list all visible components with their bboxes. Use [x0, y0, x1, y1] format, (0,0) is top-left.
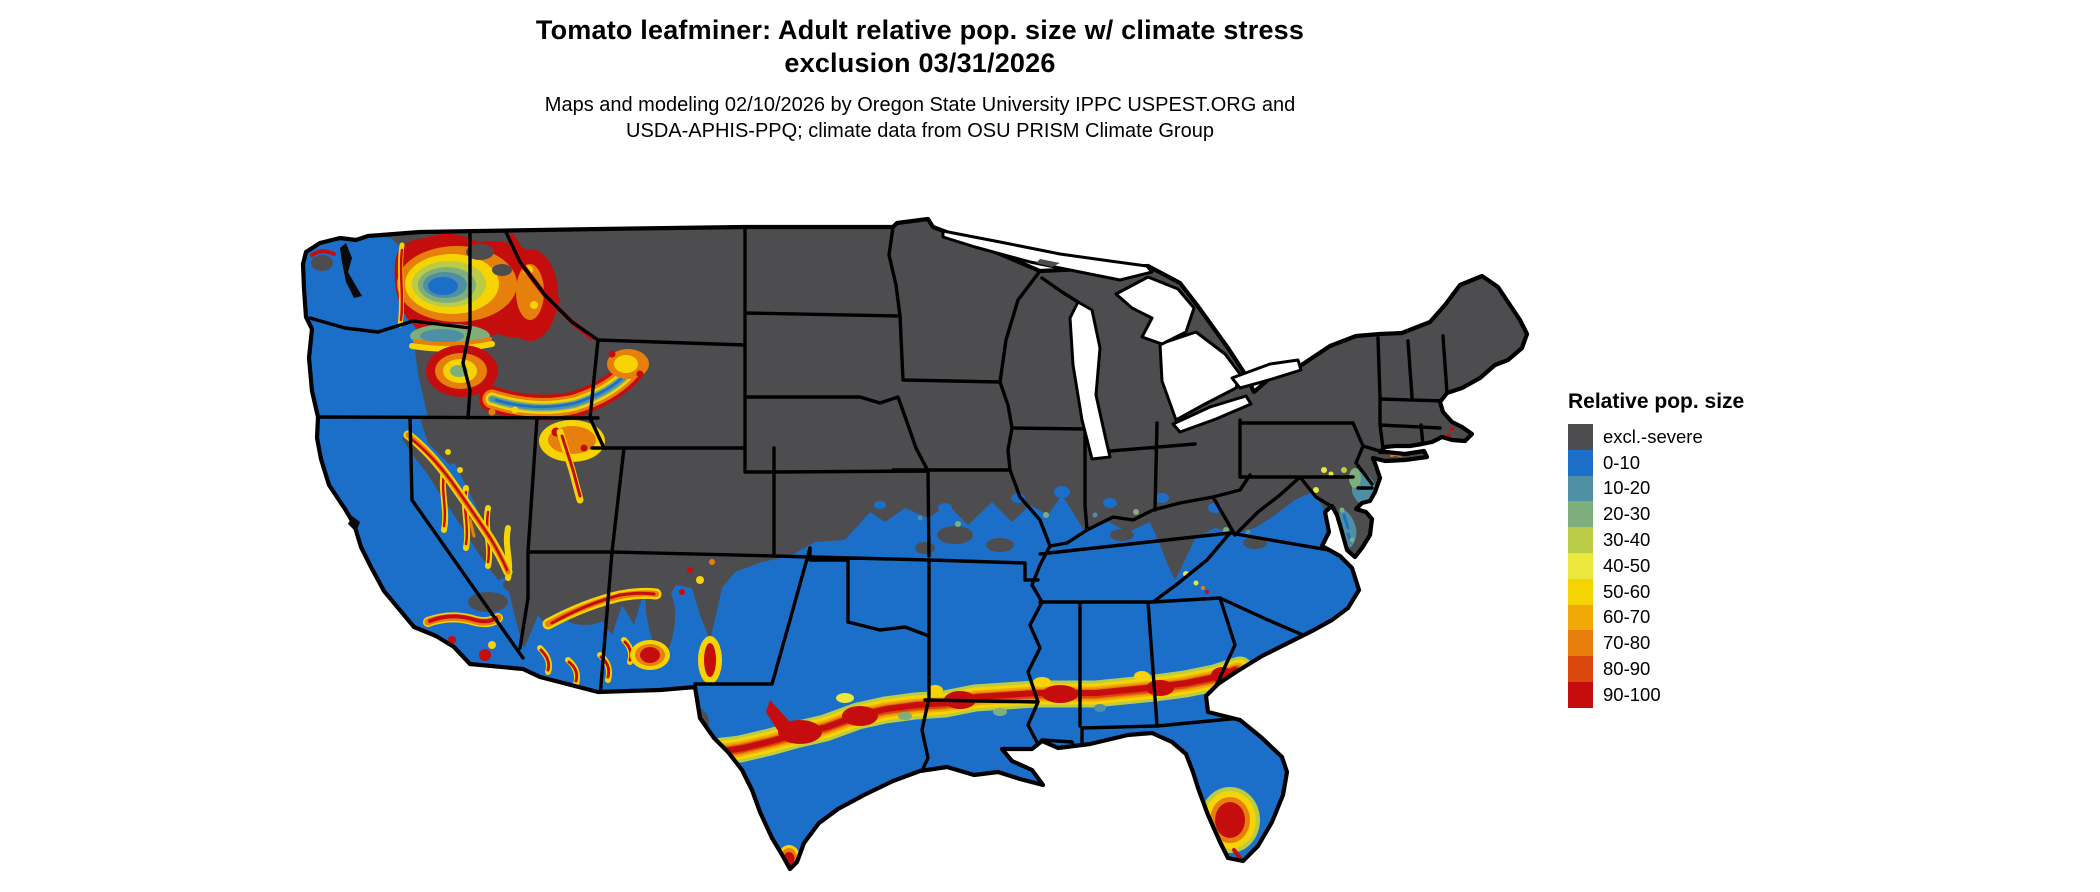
legend-swatch: [1568, 449, 1593, 476]
legend-label: 50-60: [1603, 580, 1651, 602]
legend-label: 90-100: [1603, 683, 1661, 705]
great-lakes: [340, 229, 1303, 532]
lake-huron: [1114, 275, 1196, 346]
isle-royale: [1036, 259, 1060, 267]
legend-swatch: [1568, 656, 1593, 682]
region-low-population: [303, 236, 1359, 869]
pnw-hot-region: [310, 233, 649, 421]
legend-swatch: [1568, 681, 1593, 708]
legend-swatch: [1568, 552, 1593, 579]
lake-superior: [941, 229, 1154, 282]
legend-swatch: [1568, 630, 1593, 657]
legend-swatch: [1568, 527, 1593, 553]
legend-item: 10-20: [1568, 475, 1744, 502]
lake-ontario: [1230, 358, 1303, 390]
legend-swatch: [1568, 604, 1593, 631]
legend-item: excl.-severe: [1568, 424, 1744, 450]
legend-label: 70-80: [1603, 632, 1651, 654]
puget-sound: [340, 243, 362, 298]
subtitle: Maps and modeling 02/10/2026 by Oregon S…: [0, 92, 1840, 144]
legend: Relative pop. size excl.-severe 0-10 10-20…: [1568, 390, 1744, 708]
lake-michigan: [1068, 300, 1112, 461]
legend-item: 60-70: [1568, 604, 1744, 631]
legend-label: 60-70: [1603, 606, 1651, 628]
legend-item: 30-40: [1568, 527, 1744, 553]
legend-swatch: [1568, 501, 1593, 528]
legend-label: 80-90: [1603, 658, 1651, 680]
legend-swatch: [1568, 578, 1593, 605]
title-line-2: exclusion 03/31/2026: [784, 48, 1056, 78]
page-title: Tomato leafminer: Adult relative pop. si…: [0, 14, 1840, 80]
legend-title: Relative pop. size: [1568, 390, 1745, 413]
lake-erie: [1171, 394, 1253, 434]
legend-item: 20-30: [1568, 501, 1744, 528]
legend-item: 0-10: [1568, 449, 1744, 476]
title-line-1: Tomato leafminer: Adult relative pop. si…: [535, 15, 1305, 45]
legend-label: 10-20: [1603, 477, 1651, 499]
legend-swatch: [1568, 475, 1593, 502]
legend-label: 20-30: [1603, 503, 1651, 525]
legend-label: 30-40: [1603, 529, 1651, 551]
sf-bay: [348, 516, 360, 532]
legend-label: excl.-severe: [1603, 425, 1703, 447]
legend-item: 40-50: [1568, 552, 1744, 579]
subtitle-line-2: USDA-APHIS-PPQ; climate data from OSU PR…: [626, 120, 1214, 142]
subtitle-line-1: Maps and modeling 02/10/2026 by Oregon S…: [544, 94, 1296, 116]
state-borders: [308, 225, 1449, 777]
legend-swatch: [1568, 424, 1593, 450]
conus-outline: [300, 216, 1530, 872]
legend-item: 70-80: [1568, 630, 1744, 657]
california-hot-patches: [403, 430, 513, 661]
legend-item: 50-60: [1568, 578, 1744, 605]
legend-item: 90-100: [1568, 681, 1744, 708]
legend-label: 40-50: [1603, 554, 1651, 576]
legend-label: 0-10: [1603, 451, 1641, 473]
legend-items: excl.-severe 0-10 10-20 20-30 30-40 40-50 50-6…: [1568, 424, 1744, 708]
ontario-peninsula: [1158, 330, 1242, 422]
legend-item: 80-90: [1568, 656, 1744, 682]
